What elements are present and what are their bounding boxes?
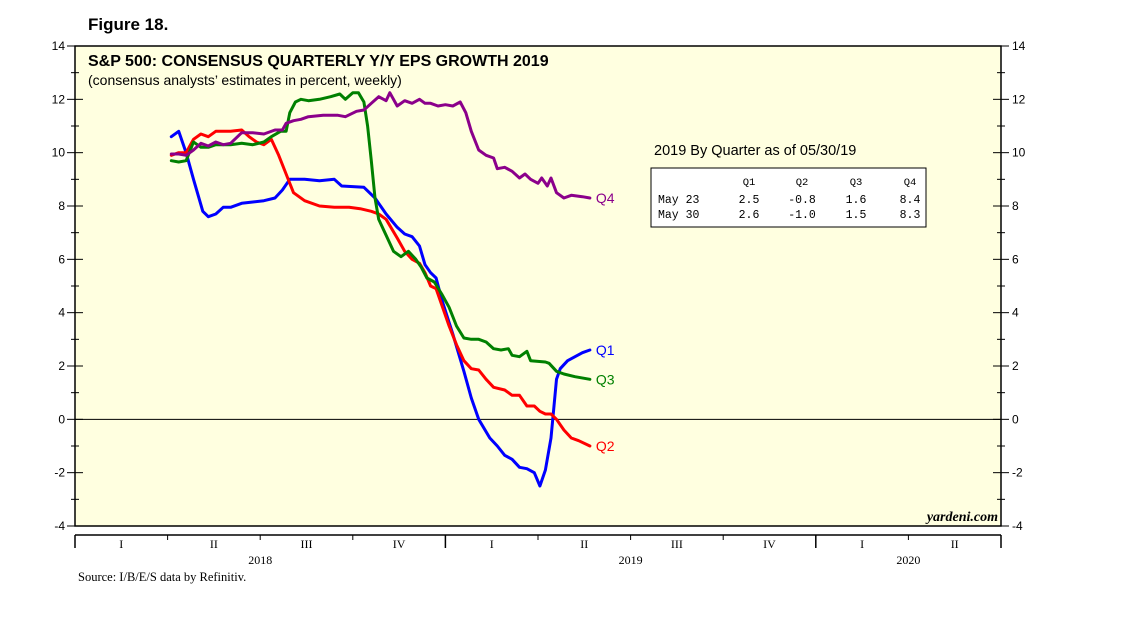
series-label-q2: Q2	[596, 438, 615, 454]
y-tick-label-left: 10	[52, 146, 66, 160]
x-quarter-label: II	[580, 537, 588, 551]
x-quarter-label: IV	[393, 537, 406, 551]
x-quarter-label: III	[301, 537, 313, 551]
y-tick-label-right: 8	[1012, 199, 1019, 213]
y-tick-label-left: 14	[52, 39, 66, 53]
table-cell: 8.3	[900, 209, 921, 222]
table-cell: 2.6	[739, 209, 760, 222]
chart-title: S&P 500: CONSENSUS QUARTERLY Y/Y EPS GRO…	[88, 53, 549, 70]
data-table: Q1 Q2 Q3 Q4 May 23 2.5 -0.8 1.6 8.4 May 30 2.6 -1.0…	[658, 177, 920, 222]
x-year-label: 2020	[896, 553, 920, 567]
series-layer: Q1 Q2 Q3 Q4	[169, 91, 615, 488]
table-header: Q2	[796, 177, 809, 189]
table-cell: 2.5	[739, 194, 760, 207]
y-tick-label-left: 12	[52, 92, 66, 106]
table-row-label: May 30	[658, 209, 700, 222]
y-tick-label-right: 6	[1012, 252, 1019, 266]
y-tick-label-right: 12	[1012, 92, 1026, 106]
table-header: Q4	[904, 177, 917, 189]
x-quarter-label: I	[119, 537, 123, 551]
table-cell: -0.8	[788, 194, 816, 207]
x-year-label: 2019	[619, 553, 643, 567]
y-tick-label-left: 6	[58, 252, 65, 266]
x-quarter-label: I	[860, 537, 864, 551]
x-quarter-label: II	[210, 537, 218, 551]
table-header: Q1	[743, 177, 756, 189]
source-note: Source: I/B/E/S data by Refinitiv.	[78, 570, 246, 584]
x-quarter-label: IV	[763, 537, 776, 551]
y-tick-label-right: 0	[1012, 412, 1019, 426]
series-line-q4	[169, 91, 592, 200]
figure-label: Figure 18.	[88, 15, 168, 34]
table-cell: 1.5	[846, 209, 867, 222]
y-tick-label-left: 0	[58, 412, 65, 426]
right-axis: -4 -2 0 2 4 6 8 10 12 14	[993, 39, 1026, 533]
series-label-q4: Q4	[596, 190, 615, 206]
y-tick-label-right: 4	[1012, 306, 1019, 320]
data-table-box	[650, 167, 927, 228]
table-header: Q3	[850, 177, 863, 189]
y-tick-label-left: -4	[54, 519, 65, 533]
y-tick-label-left: 8	[58, 199, 65, 213]
x-quarter-label: III	[671, 537, 683, 551]
y-tick-label-right: 10	[1012, 146, 1026, 160]
table-row-label: May 23	[658, 194, 700, 207]
series-label-q1: Q1	[596, 342, 615, 358]
y-tick-label-left: 2	[58, 359, 65, 373]
series-line-q3	[169, 91, 592, 381]
y-tick-label-right: -2	[1012, 466, 1023, 480]
brand-label: yardeni.com	[925, 510, 998, 525]
x-quarter-label: II	[951, 537, 959, 551]
x-year-label: 2018	[248, 553, 272, 567]
table-cell: 8.4	[900, 194, 921, 207]
y-tick-label-right: 2	[1012, 359, 1019, 373]
plot-area	[74, 45, 1002, 527]
y-tick-label-right: -4	[1012, 519, 1023, 533]
y-tick-label-left: 4	[58, 306, 65, 320]
series-line-q1	[169, 129, 592, 488]
table-cell: 1.6	[846, 194, 867, 207]
table-cell: -1.0	[788, 209, 816, 222]
x-quarter-label: I	[490, 537, 494, 551]
y-tick-label-left: -2	[54, 466, 65, 480]
y-tick-label-right: 14	[1012, 39, 1026, 53]
table-title: 2019 By Quarter as of 05/30/19	[654, 143, 856, 159]
series-label-q3: Q3	[596, 371, 615, 387]
chart-subtitle: (consensus analysts’ estimates in percen…	[88, 72, 402, 88]
left-axis: -4 -2 0 2 4 6 8 10 12 14	[52, 39, 83, 533]
